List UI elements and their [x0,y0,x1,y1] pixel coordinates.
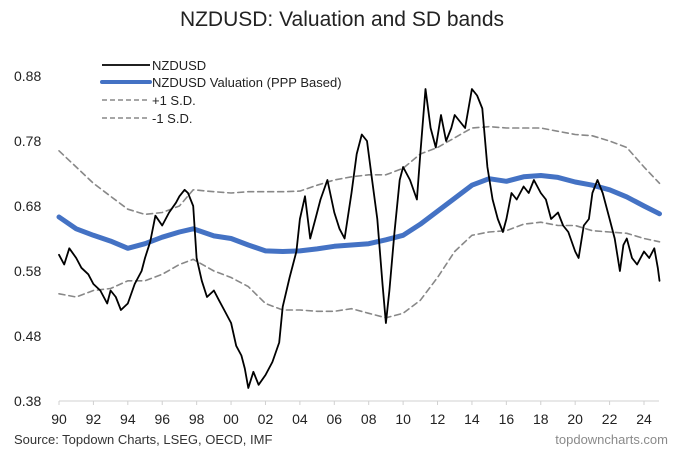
y-tick-label: 0.78 [14,133,41,149]
x-tick-label: 14 [464,411,480,427]
series-plus-1sd-line [58,125,661,216]
x-tick-label: 20 [567,411,583,427]
source-note: Source: Topdown Charts, LSEG, OECD, IMF [14,432,273,447]
y-tick-label: 0.48 [14,328,41,344]
x-axis: 90 92 94 96 98 00 02 04 06 08 10 12 14 16 18 20 22 24 [51,401,652,427]
x-tick-label: 08 [361,411,377,427]
x-tick-label: 18 [533,411,549,427]
plot-area [56,88,662,389]
y-tick-label: 0.38 [14,393,41,409]
series-nzdusd-line [58,88,661,389]
x-tick-label: 94 [120,411,136,427]
x-tick-label: 16 [499,411,515,427]
brand-watermark: topdowncharts.com [555,432,668,447]
x-tick-label: 98 [189,411,205,427]
legend: NZDUSD NZDUSD Valuation (PPP Based) +1 S… [100,58,342,126]
chart-title: NZDUSD: Valuation and SD bands [179,8,505,31]
y-axis: 0.38 0.48 0.58 0.68 0.78 0.88 [14,68,41,409]
x-tick-label: 02 [258,411,274,427]
series-minus-1sd-line [58,221,661,319]
legend-label-nzdusd: NZDUSD [152,58,206,73]
x-tick-label: 00 [223,411,239,427]
x-tick-label: 04 [292,411,308,427]
x-tick-label: 96 [154,411,170,427]
legend-label-valuation: NZDUSD Valuation (PPP Based) [152,75,342,90]
y-tick-label: 0.68 [14,198,41,214]
x-tick-label: 24 [636,411,652,427]
x-tick-label: 22 [602,411,618,427]
x-tick-label: 06 [327,411,343,427]
x-tick-label: 10 [395,411,411,427]
y-tick-label: 0.88 [14,68,41,84]
legend-label-plus-1sd: +1 S.D. [152,93,196,108]
legend-label-minus-1sd: -1 S.D. [152,111,192,126]
y-tick-label: 0.58 [14,263,41,279]
x-tick-label: 12 [430,411,446,427]
series-valuation-line [56,173,662,254]
x-tick-label: 92 [86,411,102,427]
x-tick-label: 90 [51,411,67,427]
